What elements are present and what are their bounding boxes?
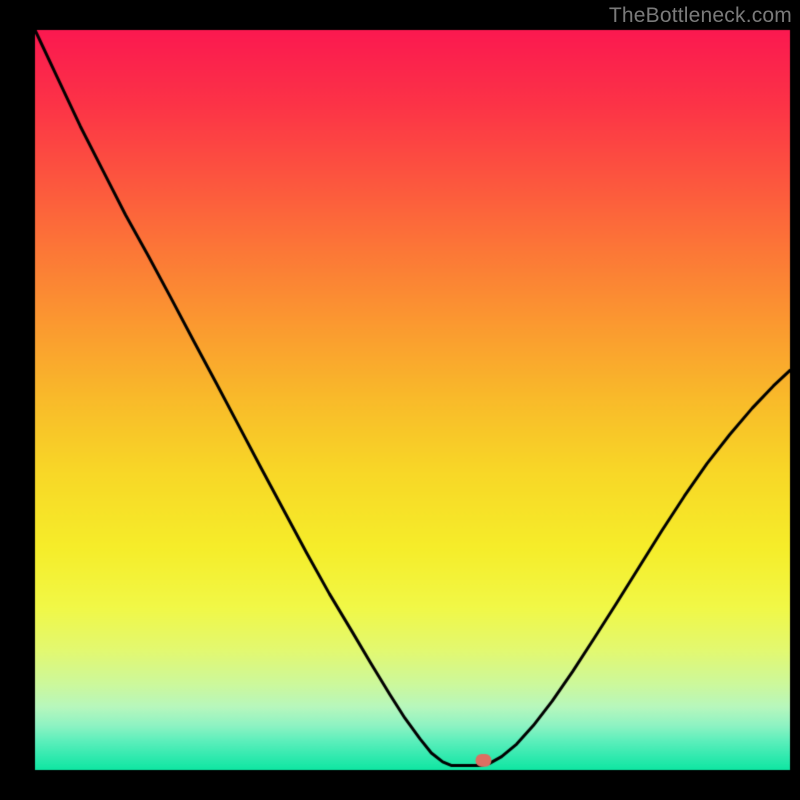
bottleneck-curve-chart <box>0 0 800 800</box>
chart-container: TheBottleneck.com <box>0 0 800 800</box>
watermark-label: TheBottleneck.com <box>609 4 792 28</box>
